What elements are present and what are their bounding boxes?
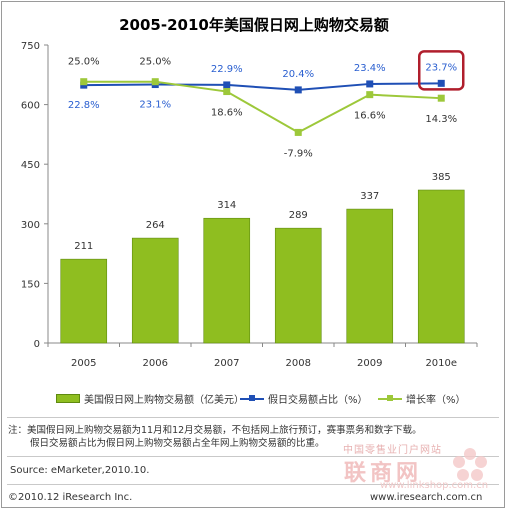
bar-value-label: 337 [360, 191, 379, 202]
growth-value-label: -7.9% [284, 148, 313, 159]
x-tick-label: 2008 [286, 358, 311, 369]
footnote-line-2: 假日交易额占比为假日网上购物交易额占全年网上购物交易额的比重。 [30, 438, 325, 449]
site-url: www.iresearch.com.cn [370, 492, 483, 503]
watermark-flower-icon [453, 448, 487, 481]
bar-value-label: 314 [217, 200, 236, 211]
bar [417, 189, 465, 344]
legend-item-share: 假日交易额占比（%） [240, 391, 368, 406]
growth-point [223, 88, 231, 96]
share-value-label: 22.8% [68, 100, 100, 111]
bar [60, 258, 108, 344]
legend: 美国假日网上购物交易额（亿美元） 假日交易额占比（%） 增长率（%） [0, 391, 508, 407]
divider [7, 456, 499, 457]
y-tick-label: 150 [21, 279, 40, 290]
legend-bar-swatch [56, 394, 80, 403]
divider [7, 484, 499, 485]
share-value-label: 23.7% [425, 62, 457, 73]
chart-title: 2005-2010年美国假日网上购物交易额 [119, 16, 389, 34]
x-tick-label: 2007 [214, 358, 239, 369]
bar [274, 227, 322, 344]
bar [131, 237, 179, 344]
bar [203, 217, 251, 344]
share-value-label: 23.4% [354, 63, 386, 74]
growth-point [80, 78, 88, 86]
share-line [83, 82, 442, 91]
y-tick-label: 0 [34, 339, 40, 350]
highlight-box [418, 50, 465, 91]
growth-point [294, 128, 302, 136]
share-value-label: 22.9% [211, 64, 243, 75]
y-tick-label: 300 [21, 220, 40, 231]
bar-value-label: 211 [74, 241, 93, 252]
watermark-brand: 联商网 [344, 461, 423, 486]
legend-growth-label: 增长率（%） [406, 395, 466, 406]
watermark-tagline: 中国零售业门户网站 [343, 445, 442, 456]
growth-point [437, 94, 445, 102]
source-text: Source: eMarketer,2010.10. [10, 465, 150, 476]
growth-value-label: 16.6% [354, 111, 386, 122]
divider [7, 417, 499, 418]
watermark-url: www.linkshop.com.cn [380, 480, 489, 491]
y-tick-label: 450 [21, 160, 40, 171]
share-point [294, 86, 302, 94]
bar-value-label: 264 [146, 220, 165, 231]
growth-point [366, 91, 374, 99]
x-tick-label: 2005 [71, 358, 96, 369]
bar [346, 208, 394, 344]
growth-point [151, 78, 159, 86]
share-value-label: 20.4% [282, 69, 314, 80]
growth-value-label: 14.3% [425, 114, 457, 125]
growth-line [83, 80, 442, 134]
legend-share-label: 假日交易额占比（%） [268, 395, 368, 406]
footnote: 注：美国假日网上购物交易额为11月和12月交易额，不包括网上旅行预订，赛事票务和… [8, 424, 498, 450]
x-tick-label: 2006 [143, 358, 168, 369]
legend-item-growth: 增长率（%） [378, 391, 466, 406]
growth-value-label: 25.0% [139, 57, 171, 68]
legend-item-bars: 美国假日网上购物交易额（亿美元） [56, 391, 244, 406]
y-tick-label: 600 [21, 101, 40, 112]
bar-value-label: 289 [289, 210, 308, 221]
legend-growth-swatch [378, 394, 402, 403]
x-tick-label: 2010e [425, 358, 457, 369]
growth-value-label: 25.0% [68, 57, 100, 68]
share-point [366, 80, 374, 88]
growth-value-label: 18.6% [211, 108, 243, 119]
share-point [437, 79, 445, 87]
share-value-label: 23.1% [139, 100, 171, 111]
legend-bar-label: 美国假日网上购物交易额（亿美元） [84, 395, 244, 406]
x-tick-label: 2009 [357, 358, 382, 369]
chart-canvas: 0 150 300 450 600 750 2005 2006 2007 2008 2009 2010… [21, 41, 478, 369]
bar-value-label: 385 [432, 172, 451, 183]
y-tick-label: 750 [21, 41, 40, 52]
footnote-line-1: 注：美国假日网上购物交易额为11月和12月交易额，不包括网上旅行预订，赛事票务和… [8, 425, 422, 436]
legend-share-swatch [240, 394, 264, 403]
copyright-text: ©2010.12 iResearch Inc. [8, 492, 133, 503]
share-point [223, 81, 231, 89]
